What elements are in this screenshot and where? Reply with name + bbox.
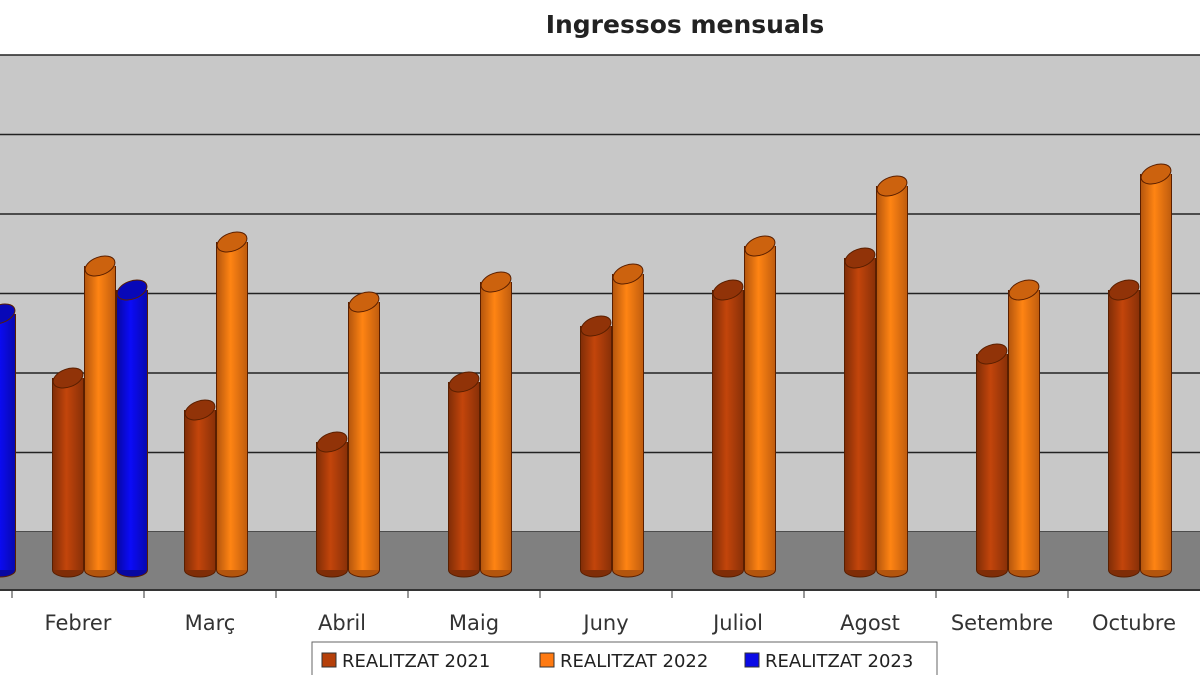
bar-body <box>876 186 908 570</box>
bar-top <box>612 263 644 285</box>
bar-realitzat-2021 <box>184 399 216 578</box>
bar-top <box>184 399 216 421</box>
bar-realitzat-2021 <box>1108 279 1140 578</box>
bar-realitzat-2023 <box>0 303 16 578</box>
bar-top <box>876 175 908 197</box>
x-tick-label: Juny <box>581 611 628 635</box>
bar-body <box>52 378 84 570</box>
bar-realitzat-2021 <box>580 315 612 578</box>
legend-label: REALITZAT 2023 <box>765 651 913 672</box>
bar-realitzat-2021 <box>316 431 348 578</box>
bar-realitzat-2022 <box>216 231 248 578</box>
bar-body <box>448 382 480 570</box>
bar-realitzat-2022 <box>612 263 644 578</box>
bar-body <box>844 258 876 570</box>
bar-top <box>0 303 16 325</box>
bar-top <box>580 315 612 337</box>
bar-top <box>52 367 84 389</box>
bar-top <box>316 431 348 453</box>
bar-top <box>216 231 248 253</box>
bar-realitzat-2022 <box>84 255 116 578</box>
bar-body <box>612 274 644 570</box>
bar-body <box>116 290 148 570</box>
bar-top <box>712 279 744 301</box>
bar-top <box>480 271 512 293</box>
bar-top <box>976 343 1008 365</box>
bar-top <box>116 279 148 301</box>
bar-body <box>1140 174 1172 570</box>
bar-top <box>1140 163 1172 185</box>
legend-swatch <box>321 652 337 668</box>
bar-realitzat-2022 <box>480 271 512 578</box>
bar-top <box>448 371 480 393</box>
bar-realitzat-2021 <box>844 247 876 578</box>
bar-top <box>84 255 116 277</box>
bar-top <box>1108 279 1140 301</box>
bar-body <box>184 410 216 570</box>
bar-top <box>744 235 776 257</box>
bar-realitzat-2023 <box>116 279 148 578</box>
bar-body <box>348 302 380 570</box>
bar-body <box>1008 290 1040 570</box>
x-tick-label: Maig <box>449 611 499 635</box>
bar-body <box>744 246 776 570</box>
bar-realitzat-2021 <box>448 371 480 578</box>
bar-realitzat-2021 <box>976 343 1008 578</box>
x-tick-label: Abril <box>318 611 366 635</box>
legend-swatch <box>744 652 760 668</box>
bar-body <box>712 290 744 570</box>
bar-realitzat-2022 <box>876 175 908 578</box>
legend-label: REALITZAT 2022 <box>560 651 708 672</box>
x-tick-label: Agost <box>840 611 900 635</box>
bar-body <box>976 354 1008 570</box>
bar-body <box>480 282 512 570</box>
x-tick-label: Juliol <box>711 611 763 635</box>
bar-body <box>1108 290 1140 570</box>
bar-body <box>580 326 612 570</box>
chart-title: Ingressos mensuals <box>546 10 825 39</box>
legend-box <box>311 641 938 675</box>
legend-swatch <box>539 652 555 668</box>
legend: REALITZAT 2021 REALITZAT 2022 REALITZAT 20… <box>311 641 938 675</box>
bar-realitzat-2022 <box>348 291 380 578</box>
legend-label: REALITZAT 2021 <box>342 651 490 672</box>
bar-body <box>316 442 348 570</box>
bar-top <box>348 291 380 313</box>
x-tick-label: Octubre <box>1092 611 1176 635</box>
bar-realitzat-2021 <box>712 279 744 578</box>
x-tick-label: Març <box>185 611 236 635</box>
bar-realitzat-2022 <box>1140 163 1172 578</box>
bar-body <box>0 314 16 570</box>
bar-top <box>1008 279 1040 301</box>
bar-realitzat-2022 <box>1008 279 1040 578</box>
bar-top <box>844 247 876 269</box>
bar-body <box>216 242 248 570</box>
bar-realitzat-2021 <box>52 367 84 578</box>
x-tick-label: Setembre <box>951 611 1053 635</box>
bar-body <box>84 266 116 570</box>
x-tick-label: Febrer <box>45 611 112 635</box>
bar-realitzat-2022 <box>744 235 776 578</box>
